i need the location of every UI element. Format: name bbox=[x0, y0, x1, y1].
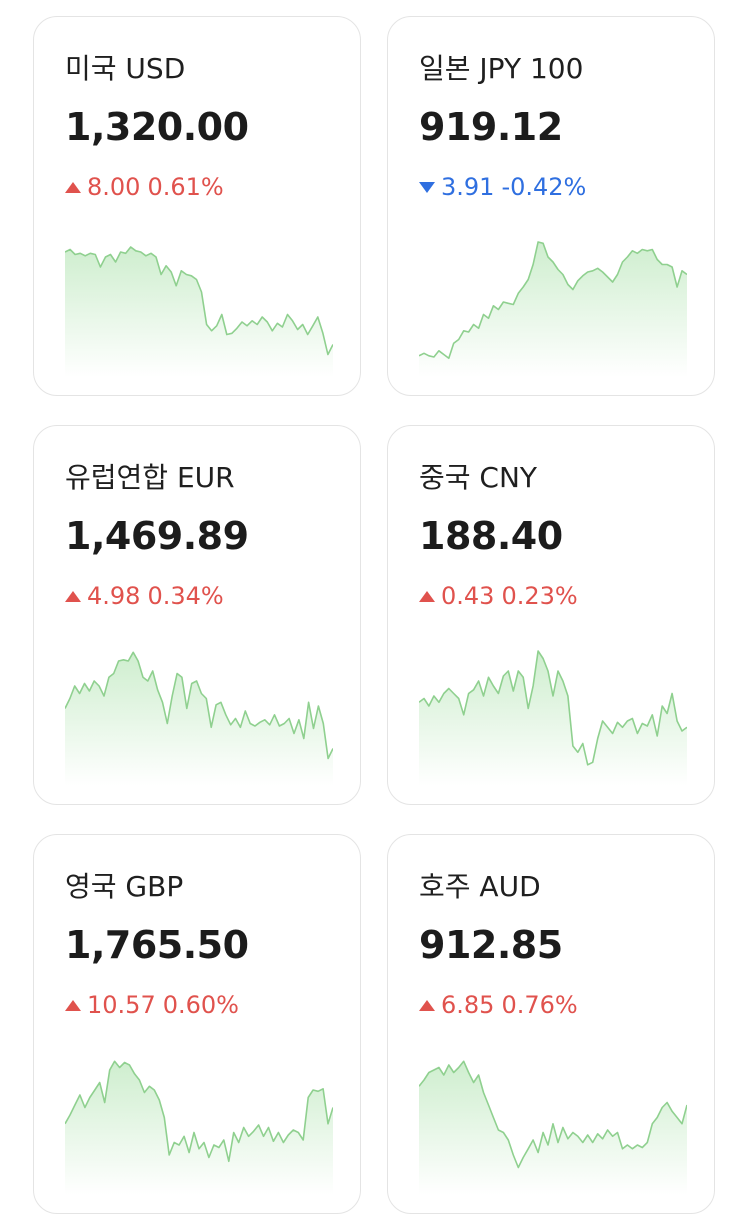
rate-change: 4.98 0.34% bbox=[65, 580, 224, 612]
change-amount: 3.91 bbox=[441, 173, 495, 201]
change-amount: 10.57 bbox=[87, 991, 156, 1019]
currency-name: 영국 GBP bbox=[65, 870, 184, 903]
sparkline-area bbox=[419, 242, 687, 377]
sparkline-area bbox=[419, 651, 687, 786]
sparkline-line bbox=[65, 651, 333, 760]
change-percent: 0.61% bbox=[147, 173, 224, 201]
sparkline-chart bbox=[419, 1060, 687, 1195]
currency-name: 호주 AUD bbox=[419, 870, 541, 903]
currency-name: 미국 USD bbox=[65, 52, 186, 85]
rate-card-eur[interactable]: 유럽연합 EUR 1,469.89 4.98 0.34% bbox=[33, 425, 361, 805]
sparkline-area bbox=[65, 652, 333, 786]
sparkline-line bbox=[419, 650, 687, 766]
sparkline-line bbox=[419, 241, 687, 360]
rate-card-gbp[interactable]: 영국 GBP 1,765.50 10.57 0.60% bbox=[33, 834, 361, 1214]
sparkline-chart bbox=[65, 1060, 333, 1195]
change-amount: 0.43 bbox=[441, 582, 495, 610]
rate-card-usd[interactable]: 미국 USD 1,320.00 8.00 0.61% bbox=[33, 16, 361, 396]
change-percent: 0.34% bbox=[147, 582, 224, 610]
sparkline-area bbox=[65, 1061, 333, 1195]
rate-card-jpy[interactable]: 일본 JPY 100 919.12 3.91 -0.42% bbox=[387, 16, 715, 396]
sparkline-chart bbox=[419, 650, 687, 786]
change-amount: 8.00 bbox=[87, 173, 141, 201]
exchange-rate-value: 912.85 bbox=[419, 923, 563, 967]
currency-name: 중국 CNY bbox=[419, 461, 538, 494]
rate-change: 6.85 0.76% bbox=[419, 989, 578, 1021]
rate-change: 3.91 -0.42% bbox=[419, 171, 586, 203]
change-direction-icon bbox=[419, 999, 435, 1011]
change-percent: -0.42% bbox=[501, 173, 587, 201]
sparkline-line bbox=[419, 1060, 687, 1169]
sparkline-area bbox=[65, 247, 333, 377]
currency-name: 유럽연합 EUR bbox=[65, 461, 235, 494]
rate-change: 8.00 0.61% bbox=[65, 171, 224, 203]
exchange-rate-value: 919.12 bbox=[419, 105, 563, 149]
change-percent: 0.60% bbox=[162, 991, 239, 1019]
rate-card-cny[interactable]: 중국 CNY 188.40 0.43 0.23% bbox=[387, 425, 715, 805]
change-direction-icon bbox=[419, 590, 435, 602]
rate-change: 0.43 0.23% bbox=[419, 580, 578, 612]
change-amount: 6.85 bbox=[441, 991, 495, 1019]
change-percent: 0.76% bbox=[501, 991, 578, 1019]
exchange-rate-value: 188.40 bbox=[419, 514, 563, 558]
change-direction-icon bbox=[419, 181, 435, 193]
currency-name: 일본 JPY 100 bbox=[419, 52, 584, 85]
sparkline-area bbox=[419, 1061, 687, 1195]
sparkline-line bbox=[65, 246, 333, 356]
exchange-rate-value: 1,469.89 bbox=[65, 514, 249, 558]
sparkline-chart bbox=[65, 246, 333, 377]
sparkline-line bbox=[65, 1060, 333, 1163]
change-percent: 0.23% bbox=[501, 582, 578, 610]
change-direction-icon bbox=[65, 181, 81, 193]
change-direction-icon bbox=[65, 590, 81, 602]
rate-change: 10.57 0.60% bbox=[65, 989, 239, 1021]
exchange-rate-value: 1,765.50 bbox=[65, 923, 249, 967]
sparkline-chart bbox=[65, 651, 333, 786]
exchange-rate-value: 1,320.00 bbox=[65, 105, 249, 149]
sparkline-chart bbox=[419, 241, 687, 377]
rate-card-aud[interactable]: 호주 AUD 912.85 6.85 0.76% bbox=[387, 834, 715, 1214]
change-direction-icon bbox=[65, 999, 81, 1011]
change-amount: 4.98 bbox=[87, 582, 141, 610]
